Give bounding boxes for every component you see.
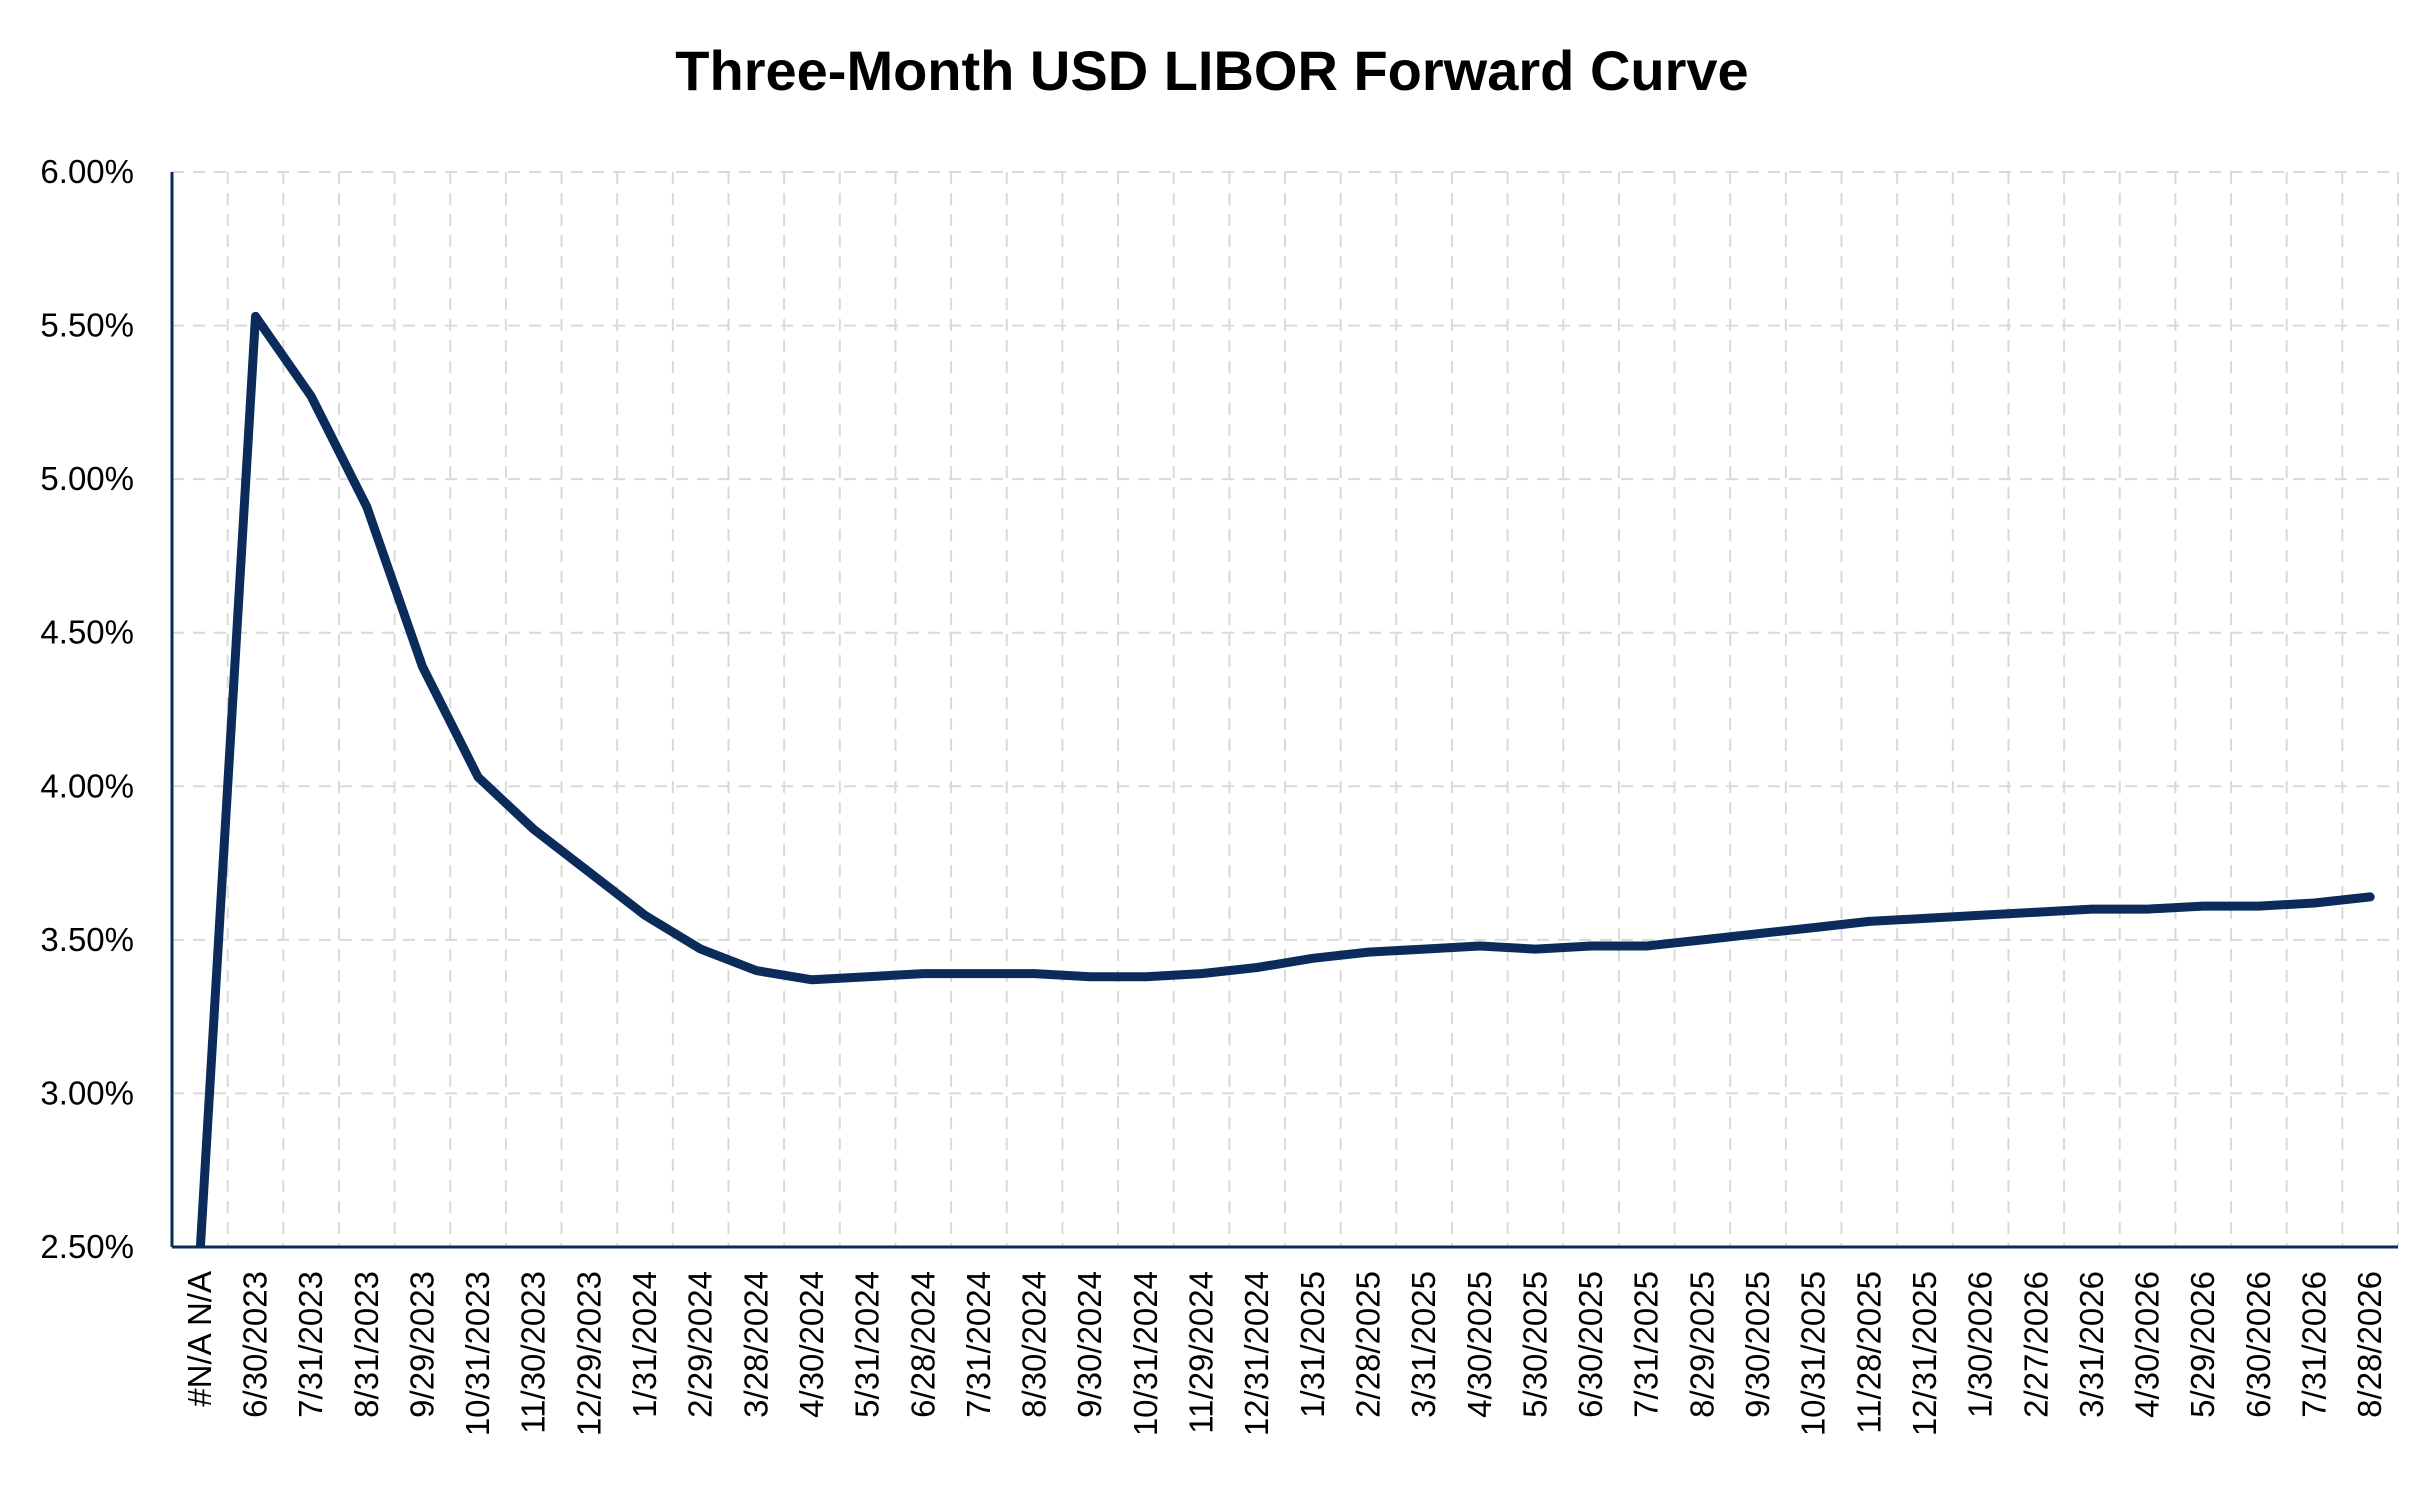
x-tick-label: 5/31/2024 xyxy=(849,1271,886,1418)
data-point xyxy=(2035,911,2037,913)
data-point xyxy=(811,979,813,981)
x-tick-label: 4/30/2026 xyxy=(2129,1271,2166,1418)
data-point xyxy=(1145,976,1147,978)
x-tick-label: 9/30/2024 xyxy=(1071,1271,1108,1418)
y-axis-ticks: 2.50% 3.00% 3.50% 4.00% 4.50% 5.00% 5.50% 6.00% xyxy=(40,153,134,1265)
data-point xyxy=(1201,973,1203,975)
data-point xyxy=(2258,905,2260,907)
y-tick-label: 4.50% xyxy=(40,614,134,651)
data-point xyxy=(922,973,924,975)
data-point xyxy=(2202,905,2204,907)
x-tick-label: 10/31/2025 xyxy=(1795,1271,1832,1436)
y-tick-label: 3.00% xyxy=(40,1074,134,1111)
x-tick-label: 7/31/2025 xyxy=(1628,1271,1665,1418)
x-tick-label: 2/27/2026 xyxy=(2017,1271,2054,1418)
x-tick-label: 7/31/2023 xyxy=(292,1271,329,1418)
data-point xyxy=(1479,945,1481,947)
x-tick-label: 4/30/2024 xyxy=(793,1271,830,1418)
data-point xyxy=(1312,957,1314,959)
x-tick-label: 8/29/2025 xyxy=(1683,1271,1720,1418)
data-point xyxy=(1980,914,1982,916)
data-point xyxy=(1034,973,1036,975)
y-tick-label: 6.00% xyxy=(40,153,134,190)
data-point xyxy=(867,976,869,978)
x-tick-label: 6/30/2023 xyxy=(236,1271,273,1418)
x-tick-label: #N/A N/A xyxy=(181,1271,218,1407)
x-tick-label: 10/31/2024 xyxy=(1127,1271,1164,1436)
x-tick-label: 12/31/2025 xyxy=(1906,1271,1943,1436)
data-point xyxy=(477,776,479,778)
x-axis-ticks: #N/A N/A 6/30/2023 7/31/2023 8/31/2023 9/29/… xyxy=(181,1271,2388,1436)
x-tick-label: 9/30/2025 xyxy=(1739,1271,1776,1418)
series-layer xyxy=(195,311,2375,1247)
data-point xyxy=(254,315,256,317)
x-tick-label: 1/31/2024 xyxy=(626,1271,663,1418)
data-point xyxy=(1868,920,1870,922)
chart-title: Three-Month USD LIBOR Forward Curve xyxy=(675,39,1749,102)
data-point xyxy=(1813,927,1815,929)
data-point xyxy=(1701,939,1703,941)
x-tick-label: 6/28/2024 xyxy=(904,1271,941,1418)
data-point xyxy=(1534,948,1536,950)
x-tick-label: 12/31/2024 xyxy=(1238,1271,1275,1436)
x-tick-label: 11/28/2025 xyxy=(1850,1271,1887,1434)
x-tick-label: 9/29/2023 xyxy=(403,1271,440,1418)
y-tick-label: 2.50% xyxy=(40,1228,134,1265)
x-tick-label: 1/31/2025 xyxy=(1294,1271,1331,1418)
y-tick-label: 4.00% xyxy=(40,767,134,804)
x-tick-label: 8/30/2024 xyxy=(1016,1271,1053,1418)
x-tick-label: 8/31/2023 xyxy=(348,1271,385,1418)
x-tick-label: 1/30/2026 xyxy=(1962,1271,1999,1418)
x-tick-label: 2/29/2024 xyxy=(682,1271,719,1418)
x-tick-label: 10/31/2023 xyxy=(459,1271,496,1436)
x-tick-label: 3/28/2024 xyxy=(737,1271,774,1418)
x-tick-label: 5/30/2025 xyxy=(1516,1271,1553,1418)
y-tick-label: 5.00% xyxy=(40,460,134,497)
x-tick-label: 3/31/2026 xyxy=(2073,1271,2110,1418)
x-tick-label: 4/30/2025 xyxy=(1461,1271,1498,1418)
data-point xyxy=(1423,948,1425,950)
x-tick-label: 6/30/2026 xyxy=(2240,1271,2277,1418)
data-point xyxy=(644,914,646,916)
x-tick-label: 6/30/2025 xyxy=(1572,1271,1609,1418)
x-tick-label: 2/28/2025 xyxy=(1349,1271,1386,1418)
x-tick-label: 8/28/2026 xyxy=(2351,1271,2388,1418)
y-tick-label: 3.50% xyxy=(40,921,134,958)
data-point xyxy=(1256,967,1258,969)
x-tick-label: 7/31/2026 xyxy=(2296,1271,2333,1418)
x-tick-label: 5/29/2026 xyxy=(2184,1271,2221,1418)
x-tick-label: 11/29/2024 xyxy=(1183,1271,1220,1434)
data-point xyxy=(978,973,980,975)
data-point xyxy=(533,828,535,830)
data-point xyxy=(755,970,757,972)
data-point xyxy=(421,666,423,668)
grid xyxy=(172,171,2399,1247)
data-point xyxy=(1646,945,1648,947)
data-point xyxy=(588,871,590,873)
data-point xyxy=(1757,933,1759,935)
data-point xyxy=(310,395,312,397)
x-tick-label: 12/29/2023 xyxy=(570,1271,607,1436)
x-tick-label: 11/30/2023 xyxy=(515,1271,552,1434)
data-point xyxy=(1089,976,1091,978)
data-point xyxy=(2314,902,2316,904)
data-point xyxy=(1367,951,1369,953)
x-tick-label: 3/31/2025 xyxy=(1405,1271,1442,1418)
data-point xyxy=(1924,917,1926,919)
data-point xyxy=(2369,896,2371,898)
axes xyxy=(170,172,2398,1249)
data-point xyxy=(366,506,368,508)
y-tick-label: 5.50% xyxy=(40,307,134,344)
series-line xyxy=(195,311,2375,1247)
data-point xyxy=(2091,908,2093,910)
x-tick-label: 7/31/2024 xyxy=(960,1271,997,1418)
data-point xyxy=(2147,908,2149,910)
data-point xyxy=(700,948,702,950)
data-point xyxy=(1590,945,1592,947)
